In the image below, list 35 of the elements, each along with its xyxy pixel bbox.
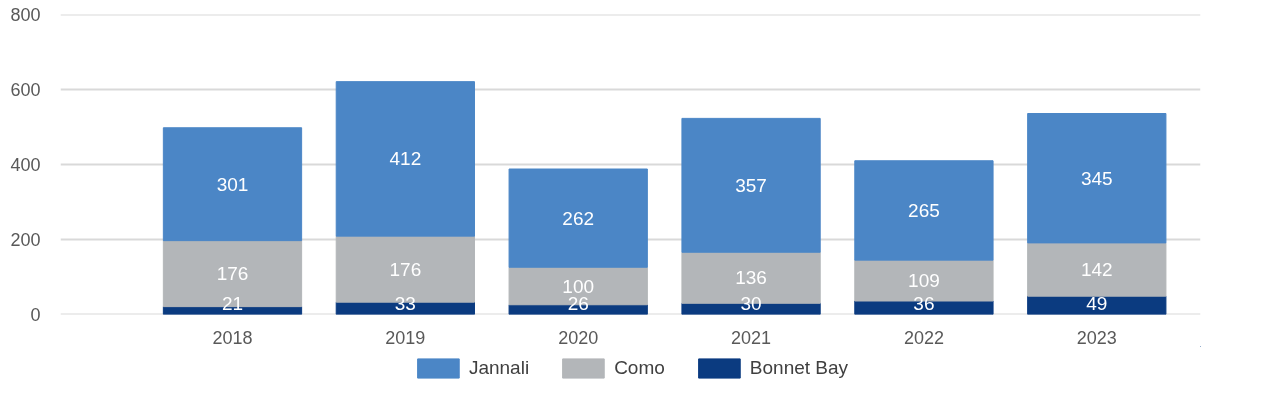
legend-label: Bonnet Bay [749, 357, 849, 379]
bar [854, 160, 994, 261]
y-tick-label: 0 [30, 305, 41, 325]
bar [1027, 113, 1167, 244]
data-label: 262 [562, 207, 595, 229]
legend-label: Como [614, 357, 665, 379]
data-label: 176 [389, 258, 422, 280]
bar [162, 127, 303, 242]
bar [1027, 242, 1167, 297]
x-tick-label: 2023 [1076, 327, 1117, 348]
x-tick-label: 2021 [731, 327, 772, 348]
bar [335, 81, 475, 237]
y-tick-label: 600 [10, 80, 41, 100]
data-label: 142 [1080, 259, 1113, 280]
data-label: 109 [908, 270, 940, 292]
bar [162, 240, 303, 308]
data-label: 176 [216, 263, 249, 285]
x-tick-label: 2020 [558, 327, 599, 348]
legend-label: Jannali [468, 357, 530, 379]
bar [681, 117, 821, 253]
data-label: 412 [389, 148, 422, 170]
y-tick-label: 400 [10, 155, 41, 175]
x-tick-label: 2018 [212, 327, 253, 348]
x-tick-label: 2022 [903, 327, 944, 348]
bar [508, 168, 648, 268]
y-tick-label: 800 [10, 5, 41, 25]
data-label: 301 [216, 173, 249, 195]
y-tick-label: 200 [10, 230, 41, 250]
data-label: 265 [908, 199, 940, 221]
data-label: 136 [735, 267, 767, 289]
data-label: 357 [735, 174, 767, 196]
x-tick-label: 2019 [385, 327, 426, 348]
data-label: 100 [562, 275, 595, 297]
data-label: 49 [1086, 293, 1108, 314]
data-label: 345 [1080, 167, 1113, 189]
